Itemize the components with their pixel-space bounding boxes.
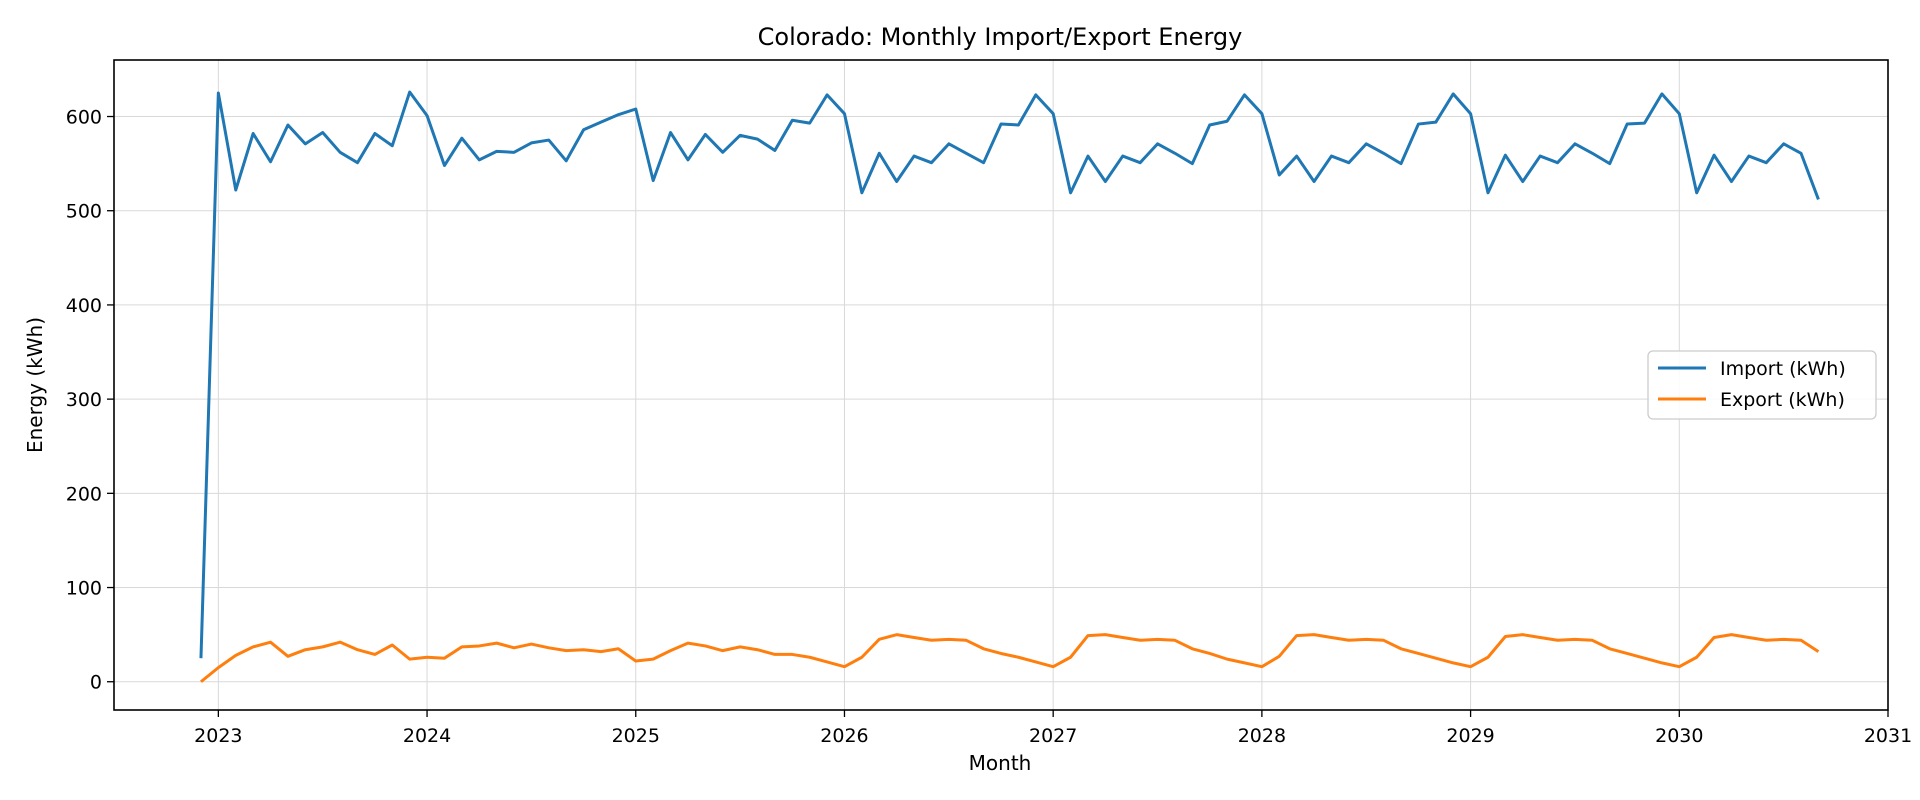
legend: Import (kWh) Export (kWh) — [1647, 350, 1877, 420]
y-tick-label: 200 — [66, 483, 102, 505]
y-tick-label: 500 — [66, 201, 102, 223]
legend-label-export: Export (kWh) — [1720, 389, 1845, 411]
y-axis: 0 100 200 300 400 500 600 — [66, 107, 114, 694]
x-tick-label: 2026 — [820, 725, 868, 747]
y-tick-label: 600 — [66, 107, 102, 129]
plot-frame — [113, 59, 1889, 711]
series-line-import — [199, 90, 1820, 659]
x-axis-title: Month — [969, 751, 1032, 775]
y-tick-label: 0 — [90, 672, 102, 694]
x-tick-label: 2023 — [194, 725, 242, 747]
chart-title: Colorado: Monthly Import/Export Energy — [758, 23, 1243, 51]
x-tick-label: 2025 — [612, 725, 660, 747]
y-axis-title: Energy (kWh) — [23, 317, 47, 453]
y-tick-label: 100 — [66, 578, 102, 600]
series-line-export — [200, 633, 1820, 683]
x-tick-label: 2031 — [1864, 725, 1912, 747]
legend-label-import: Import (kWh) — [1720, 358, 1846, 380]
series-layer — [199, 90, 1820, 683]
x-axis: 2023 2024 2025 2026 2027 2028 2029 2030 2031 — [194, 710, 1912, 747]
x-tick-label: 2027 — [1029, 725, 1077, 747]
grid-lines — [114, 60, 1889, 710]
y-tick-label: 300 — [66, 389, 102, 411]
x-tick-label: 2030 — [1655, 725, 1703, 747]
x-tick-label: 2029 — [1446, 725, 1494, 747]
x-tick-label: 2028 — [1238, 725, 1286, 747]
y-tick-label: 400 — [66, 295, 102, 317]
x-tick-label: 2024 — [403, 725, 451, 747]
